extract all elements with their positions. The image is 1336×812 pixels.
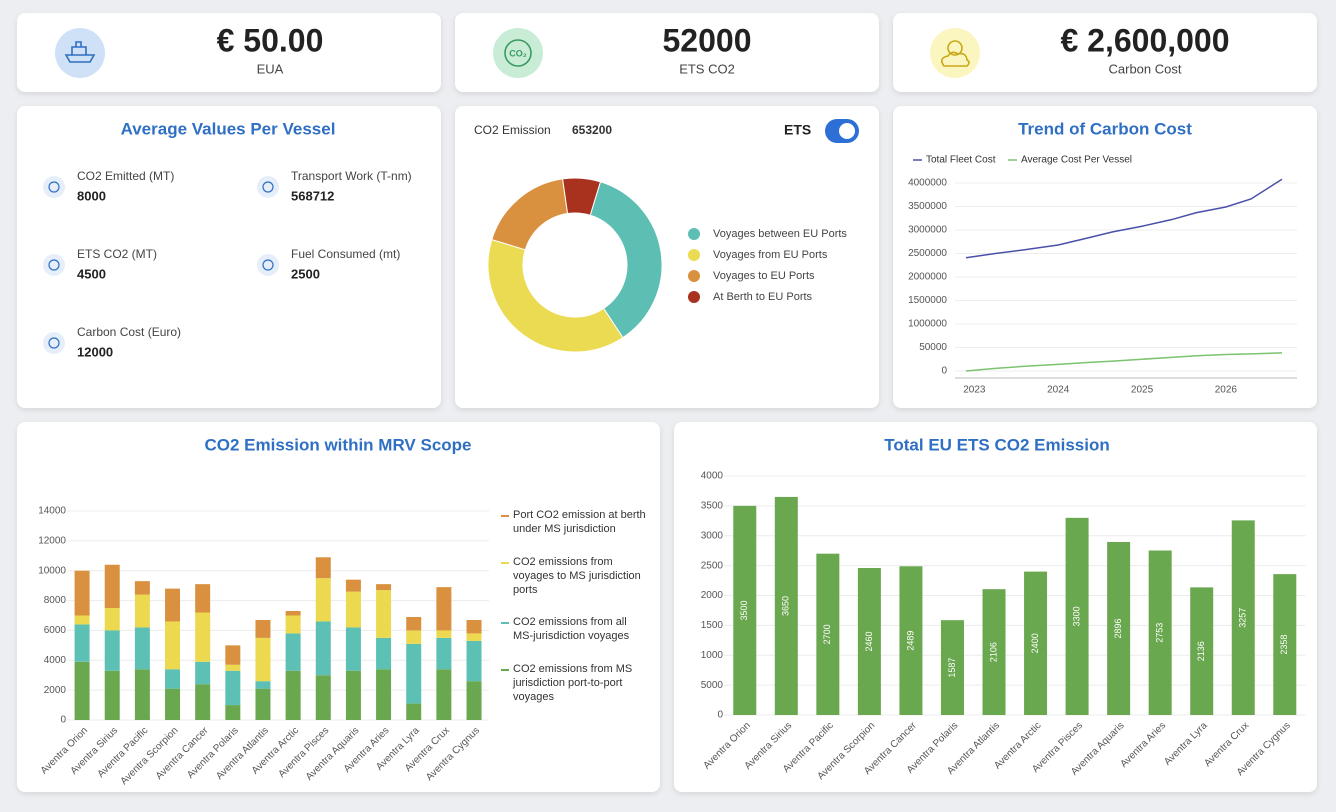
ets-card	[674, 422, 1317, 792]
kpi-card	[455, 13, 879, 92]
legend-label: CO2 emissions from MS jurisdiction port-…	[513, 663, 633, 703]
legend-entry: Port CO2 emission at berth under MS juri…	[501, 508, 648, 536]
line-card	[893, 106, 1317, 408]
legend-swatch	[501, 669, 509, 671]
mrv-card	[17, 422, 660, 792]
legend-swatch	[501, 515, 509, 517]
kpi-card	[893, 13, 1317, 92]
legend-swatch	[501, 622, 509, 624]
legend-label: CO2 emissions from all MS-jurisdiction v…	[513, 616, 630, 642]
donut-card	[455, 106, 879, 408]
legend-label: Port CO2 emission at berth under MS juri…	[513, 509, 646, 535]
legend-entry: CO2 emissions from MS jurisdiction port-…	[501, 662, 648, 704]
legend-label: CO2 emissions from voyages to MS jurisdi…	[513, 556, 641, 596]
legend-entry: CO2 emissions from voyages to MS jurisdi…	[501, 555, 648, 597]
legend-entry: CO2 emissions from all MS-jurisdiction v…	[501, 615, 648, 643]
legend-swatch	[501, 562, 509, 564]
kpi-card	[17, 13, 441, 92]
averages-card	[17, 106, 441, 408]
